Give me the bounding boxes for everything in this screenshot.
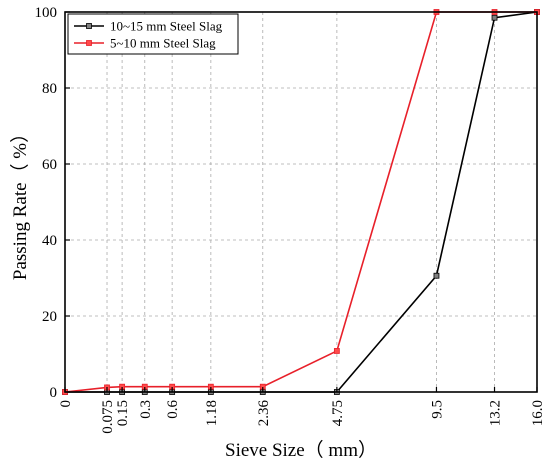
- y-tick-label: 20: [42, 309, 57, 325]
- y-tick-label: 0: [50, 385, 58, 401]
- y-tick-label: 40: [42, 233, 57, 249]
- x-tick-label: 13.2: [488, 400, 504, 426]
- legend-label: 5~10 mm Steel Slag: [110, 36, 216, 51]
- grid-lines: [65, 12, 537, 392]
- x-tick-label: 16.0: [530, 400, 546, 426]
- y-axis-title: Passing Rate（ %）: [9, 124, 31, 280]
- x-tick-label: 0.3: [138, 400, 154, 419]
- x-tick-label: 4.75: [330, 400, 346, 426]
- data-point: [333, 348, 340, 354]
- legend-box: [67, 13, 239, 55]
- data-point: [491, 14, 498, 21]
- legend: 10~15 mm Steel Slag 5~10 mm Steel Slag: [67, 13, 239, 55]
- x-tick-label: 0.6: [165, 400, 181, 419]
- x-tick-label: 9.5: [429, 400, 445, 419]
- x-tick-label: 0.15: [115, 400, 131, 426]
- series-line: [65, 11, 538, 393]
- series-1: [62, 9, 540, 395]
- y-tick-labels: 0 20 40 60 80 100: [35, 5, 58, 401]
- series-line: [64, 11, 537, 393]
- x-tick-labels: 0 0.075 0.15 0.3 0.6 1.18 2.36 4.75 9.5 13.2 16.0: [58, 400, 546, 434]
- plot-frame: [64, 11, 538, 393]
- data-point: [433, 272, 440, 279]
- legend-label: 10~15 mm Steel Slag: [110, 19, 223, 34]
- series-layer: [62, 9, 540, 395]
- axis-ticks: [64, 11, 538, 393]
- x-axis-title: Sieve Size（ mm）: [225, 439, 377, 461]
- x-tick-label: 2.36: [256, 400, 272, 427]
- series-2: [62, 9, 540, 395]
- y-tick-label: 100: [35, 5, 58, 21]
- y-tick-label: 80: [42, 81, 57, 97]
- x-tick-label: 0.075: [100, 400, 116, 434]
- y-tick-label: 60: [42, 157, 57, 173]
- legend-swatch-marker: [86, 23, 92, 29]
- x-tick-label: 1.18: [204, 400, 220, 426]
- legend-swatch-marker: [86, 40, 92, 46]
- x-tick-label: 0: [58, 400, 74, 408]
